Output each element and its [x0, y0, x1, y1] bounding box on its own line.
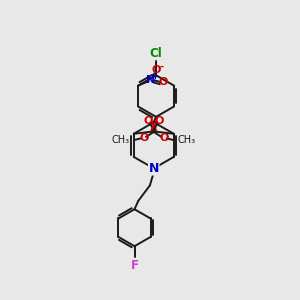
Text: -: - [159, 62, 163, 72]
Text: F: F [130, 259, 139, 272]
Text: O: O [152, 65, 161, 75]
Text: CH₃: CH₃ [112, 135, 130, 145]
Text: CH₃: CH₃ [178, 135, 196, 145]
Text: N: N [148, 162, 159, 175]
Text: O: O [154, 116, 164, 126]
Text: O: O [144, 116, 153, 126]
Text: O: O [159, 134, 169, 143]
Text: +: + [151, 72, 158, 81]
Text: O: O [139, 134, 148, 143]
Text: Cl: Cl [150, 47, 162, 60]
Text: N: N [146, 75, 155, 85]
Text: O: O [158, 77, 167, 87]
